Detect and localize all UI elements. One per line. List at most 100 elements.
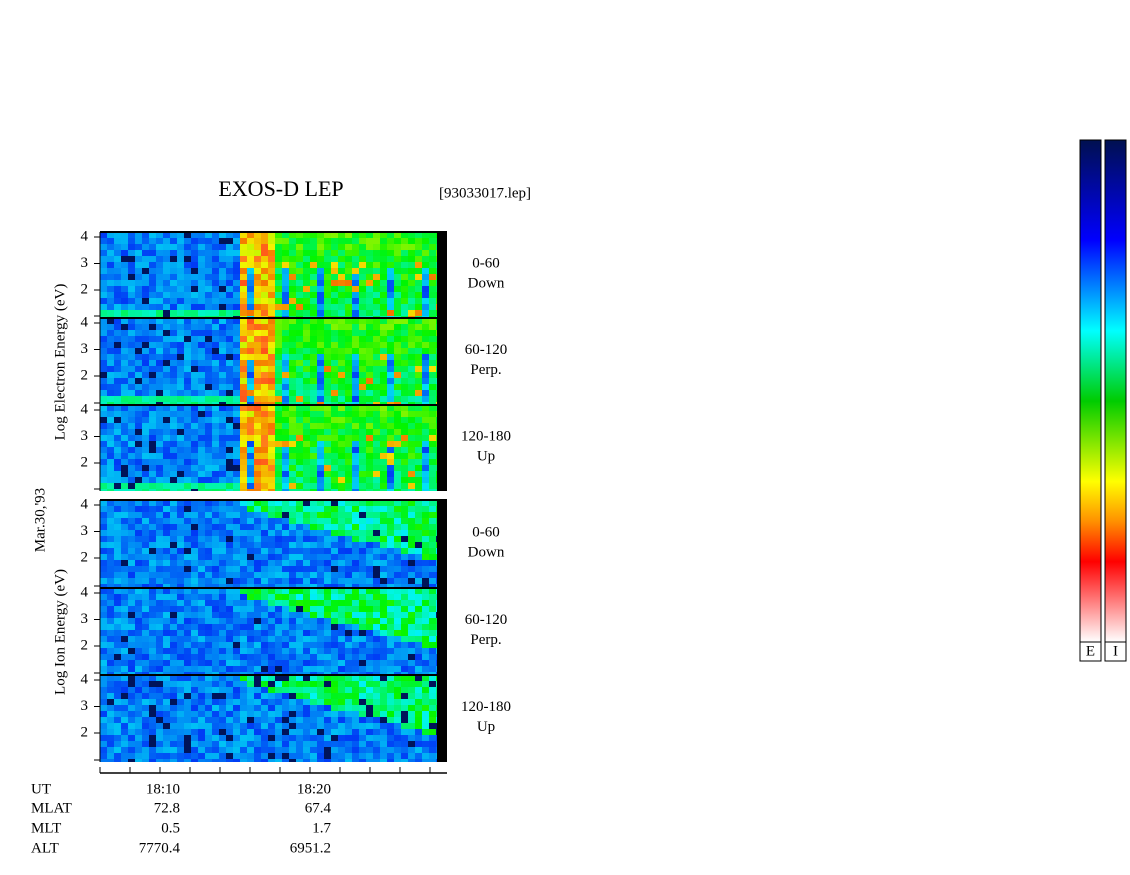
spectrogram-cell [422,483,429,489]
spectrogram-cell [331,429,338,435]
spectrogram-cell [380,717,387,723]
spectrogram-cell [191,518,198,524]
spectrogram-cell [380,298,387,304]
spectrogram-cell [394,336,401,342]
spectrogram-cell [219,459,226,465]
spectrogram-cell [296,298,303,304]
spectrogram-cell [345,378,352,384]
spectrogram-cell [366,500,373,506]
spectrogram-cell [338,336,345,342]
spectrogram-cell [268,232,275,238]
spectrogram-cell [254,477,261,483]
spectrogram-cell [275,372,282,378]
spectrogram-cell [289,666,296,672]
spectrogram-cell [352,681,359,687]
spectrogram-cell [114,560,121,566]
spectrogram-cell [233,378,240,384]
spectrogram-cell [331,453,338,459]
spectrogram-cell [352,566,359,572]
spectrogram-cell [149,262,156,268]
spectrogram-cell [107,280,114,286]
spectrogram-cell [331,354,338,360]
spectrogram-cell [219,232,226,238]
spectrogram-cell [380,354,387,360]
spectrogram-cell [296,372,303,378]
spectrogram-cell [226,232,233,238]
spectrogram-cell [275,483,282,489]
spectrogram-cell [394,330,401,336]
spectrogram-cell [401,759,408,762]
spectrogram-cell [261,705,268,711]
spectrogram-cell [233,606,240,612]
spectrogram-cell [359,518,366,524]
spectrogram-cell [352,699,359,705]
spectrogram-cell [233,459,240,465]
spectrogram-cell [373,372,380,378]
spectrogram-cell [156,342,163,348]
spectrogram-cell [121,717,128,723]
spectrogram-cell [198,759,205,762]
spectrogram-cell [401,268,408,274]
spectrogram-cell [247,717,254,723]
spectrogram-cell [121,566,128,572]
spectrogram-cell [212,654,219,660]
spectrogram-cell [296,310,303,316]
spectrogram-cell [233,660,240,666]
spectrogram-cell [114,423,121,429]
spectrogram-cell [422,324,429,330]
spectrogram-cell [282,594,289,600]
spectrogram-cell [317,336,324,342]
spectrogram-cell [289,342,296,348]
spectrogram-cell [380,348,387,354]
spectrogram-cell [352,542,359,548]
spectrogram-cell [198,566,205,572]
spectrogram-cell [317,310,324,316]
spectrogram-cell [408,566,415,572]
spectrogram-cell [366,441,373,447]
spectrogram-cell [219,396,226,402]
spectrogram-cell [338,654,345,660]
spectrogram-cell [205,554,212,560]
spectrogram-cell [415,441,422,447]
spectrogram-cell [268,741,275,747]
spectrogram-cell [275,542,282,548]
spectrogram-cell [149,642,156,648]
spectrogram-cell [338,681,345,687]
spectrogram-cell [261,618,268,624]
spectrogram-cell [296,500,303,506]
spectrogram-cell [436,435,437,441]
spectrogram-cell [226,578,233,584]
spectrogram-cell [408,411,415,417]
spectrogram-cell [380,402,387,405]
spectrogram-cell [310,262,317,268]
spectrogram-cell [429,672,436,675]
spectrogram-cell [331,238,338,244]
spectrogram-cell [149,687,156,693]
spectrogram-cell [373,435,380,441]
spectrogram-cell [436,729,437,735]
spectrogram-cell [317,489,324,491]
spectrogram-cell [387,292,394,298]
spectrogram-cell [198,693,205,699]
spectrogram-cell [429,402,436,405]
spectrogram-cell [282,232,289,238]
spectrogram-cell [205,681,212,687]
spectrogram-cell [345,648,352,654]
spectrogram-cell [373,584,380,588]
spectrogram-cell [373,453,380,459]
spectrogram-cell [289,244,296,250]
spectrogram-cell [345,318,352,324]
spectrogram-cell [366,554,373,560]
spectrogram-cell [408,417,415,423]
spectrogram-cell [275,396,282,402]
spectrogram-cell [408,268,415,274]
spectrogram-cell [261,612,268,618]
spectrogram-cell [373,286,380,292]
spectrogram-cell [345,672,352,675]
spectrogram-cell [310,729,317,735]
spectrogram-cell [254,304,261,310]
spectrogram-cell [163,693,170,699]
spectrogram-cell [156,717,163,723]
spectrogram-cell [156,256,163,262]
spectrogram-cell [415,366,422,372]
